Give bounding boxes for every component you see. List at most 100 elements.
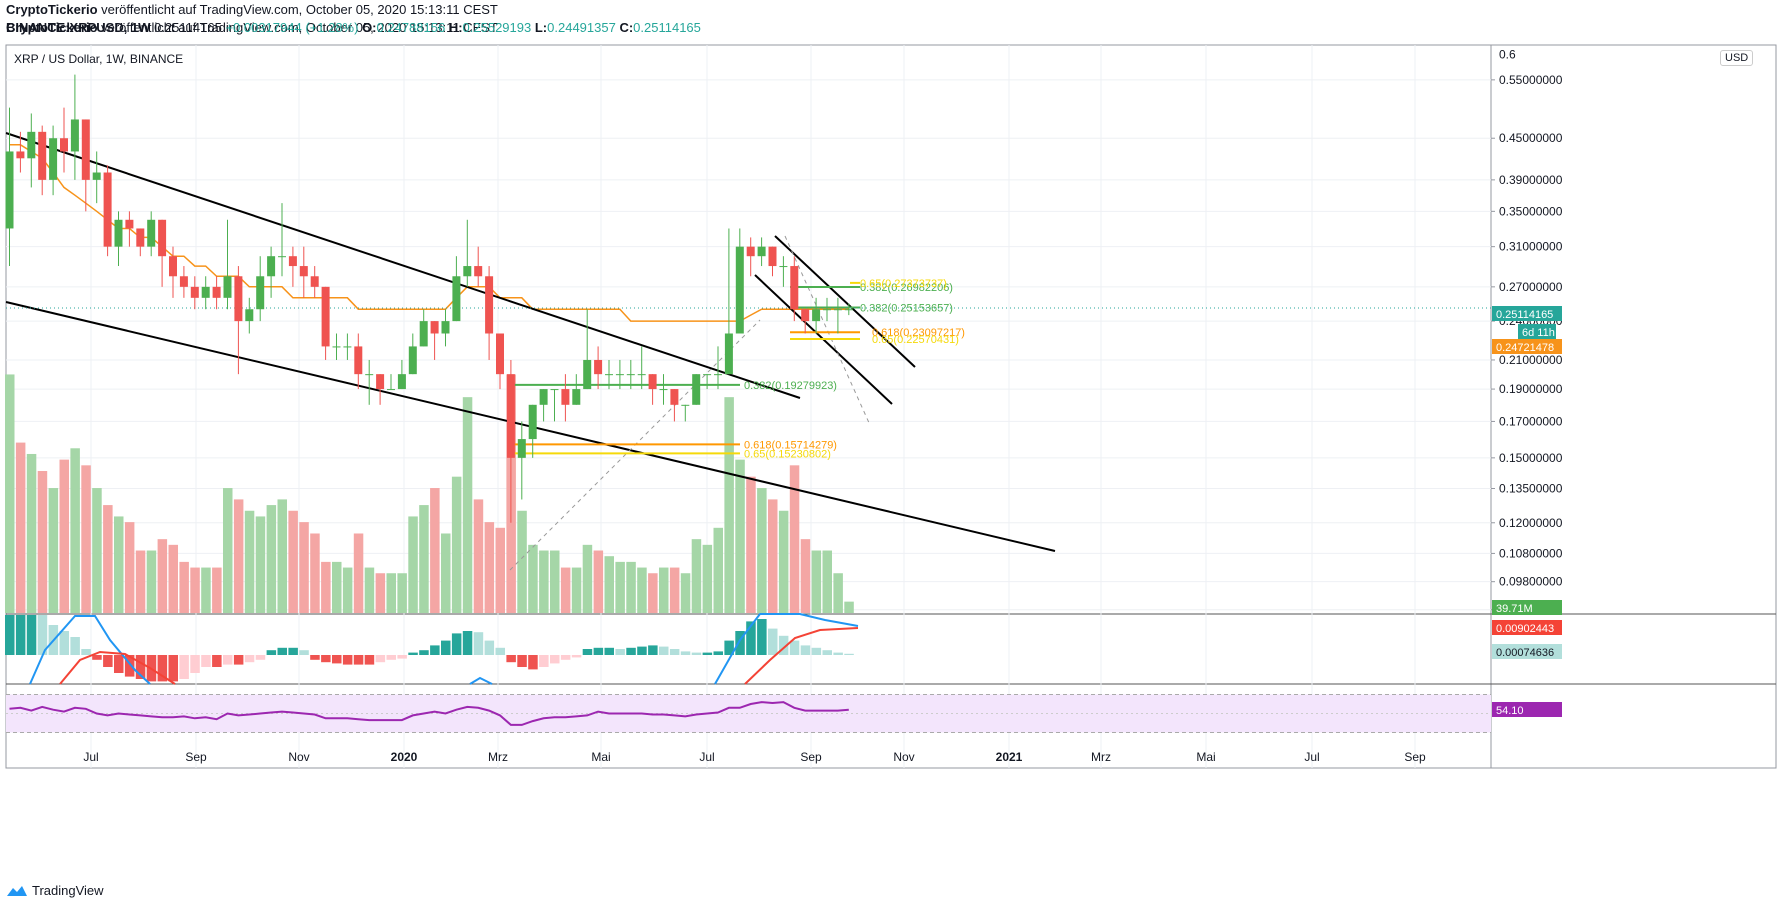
macd-line	[469, 676, 493, 685]
macd-histogram-bar	[789, 640, 800, 655]
macd-histogram-bar	[768, 628, 778, 655]
volume-bar	[81, 465, 91, 613]
macd-histogram-bar	[430, 645, 440, 655]
volume-bar	[462, 397, 473, 613]
candle-body	[539, 389, 548, 405]
volume-bar	[528, 544, 538, 613]
footer-brand[interactable]: TradingView	[32, 883, 104, 898]
y-tick-label: 0.19000000	[1499, 382, 1563, 396]
candle-body	[605, 374, 613, 376]
macd-histogram-bar	[157, 655, 168, 682]
candle-body	[801, 309, 810, 322]
price-badge-label: 0.24721478	[1496, 342, 1554, 354]
volume-bar	[615, 561, 625, 613]
candle-body	[844, 309, 853, 311]
volume-bar	[539, 550, 549, 613]
macd-histogram-bar	[451, 633, 462, 655]
candle-body	[714, 374, 722, 376]
volume-bar	[48, 488, 59, 613]
candle-body	[626, 374, 635, 376]
macd-histogram-bar	[255, 655, 266, 660]
price-badge-label: 6d 11h	[1522, 327, 1555, 339]
x-tick-label: Mai	[1196, 750, 1215, 764]
candle-body	[812, 309, 821, 322]
footer: TradingView	[6, 883, 104, 898]
macd-histogram-bar	[811, 647, 822, 655]
volume-bar	[266, 505, 277, 613]
y-tick-label: 0.39000000	[1499, 173, 1563, 187]
volume-bar	[713, 527, 723, 613]
candle-body	[419, 321, 428, 347]
volume-bar	[451, 476, 462, 613]
macd-histogram-bar	[397, 655, 407, 659]
volume-bar	[277, 499, 287, 613]
volume-bar	[135, 550, 146, 613]
candle-body	[692, 374, 701, 405]
volume-bar	[244, 510, 255, 613]
macd-histogram-bar	[190, 655, 200, 673]
candle-body	[125, 219, 134, 229]
macd-histogram-bar	[277, 647, 287, 655]
macd-histogram-bar	[233, 655, 244, 665]
candle-body	[703, 374, 712, 376]
price-chart[interactable]: 0.55000000 0.45000000 0.39000000 0.35000000…	[0, 0, 1780, 880]
volume-bar	[310, 533, 320, 613]
volume-bar	[288, 510, 298, 613]
macd-histogram-bar	[353, 655, 364, 665]
fib-level-label: 0.618(0.15714279)	[744, 439, 837, 451]
macd-histogram-bar	[724, 640, 734, 655]
fib-trend-dashed	[784, 235, 871, 426]
volume-bar	[724, 397, 734, 613]
macd-histogram-bar	[223, 655, 233, 665]
open-value: 0.24788156	[376, 20, 446, 35]
y-tick-label: 0.21000000	[1499, 353, 1563, 367]
macd-histogram-bar	[735, 631, 745, 655]
price-badge-label: 0.00902443	[1496, 623, 1554, 635]
candle-body	[343, 346, 352, 348]
candle-body	[757, 246, 766, 257]
candle-body	[823, 309, 831, 311]
macd-histogram-bar	[778, 635, 789, 655]
volume-bar	[375, 573, 386, 613]
volume-bar	[157, 539, 168, 613]
pane-title: XRP / US Dollar, 1W, BINANCE	[14, 52, 184, 66]
fib-level-label: 0.65(0.27373737)	[860, 278, 947, 290]
macd-histogram-bar	[571, 655, 582, 658]
macd-histogram-bar	[114, 655, 124, 673]
volume-bar	[353, 533, 364, 613]
macd-histogram-bar	[517, 655, 527, 667]
volume-bar	[70, 448, 80, 613]
author-name[interactable]: CryptoTickerio	[6, 2, 98, 17]
macd-histogram-bar	[691, 652, 702, 655]
candle-body	[245, 309, 254, 322]
macd-histogram-bar	[375, 655, 386, 663]
macd-histogram-bar	[669, 649, 680, 655]
signal-line	[59, 650, 176, 685]
price-badge	[1492, 644, 1562, 659]
x-tick-label: Mrz	[1091, 750, 1111, 764]
candle-body	[81, 119, 90, 180]
macd-line	[714, 613, 859, 685]
y-tick-label: 0.6	[1499, 48, 1516, 62]
candle-body	[212, 286, 221, 298]
price-badge	[1492, 306, 1562, 321]
author[interactable]: CryptoTickerio	[6, 20, 98, 35]
currency-button[interactable]: USD	[1720, 50, 1754, 66]
macd-histogram-bar	[124, 655, 135, 677]
published-text: veröffentlicht auf TradingView.com, Octo…	[97, 2, 498, 17]
candle-body	[5, 151, 14, 229]
price-badge-label: 54.10	[1496, 705, 1524, 717]
candle-body	[92, 172, 101, 180]
volume-bar	[659, 567, 669, 613]
macd-histogram-bar	[539, 655, 549, 667]
x-tick-label: Jul	[1304, 750, 1319, 764]
macd-histogram-bar	[648, 645, 658, 655]
y-tick-label: 0.45000000	[1499, 131, 1563, 145]
candle-body	[561, 389, 570, 405]
candle-body	[659, 389, 668, 391]
candle-body	[60, 138, 68, 152]
y-tick-label: 0.12000000	[1499, 516, 1563, 530]
price-badge	[1492, 702, 1562, 717]
candle-body	[267, 256, 276, 277]
volume-bar	[168, 544, 178, 613]
